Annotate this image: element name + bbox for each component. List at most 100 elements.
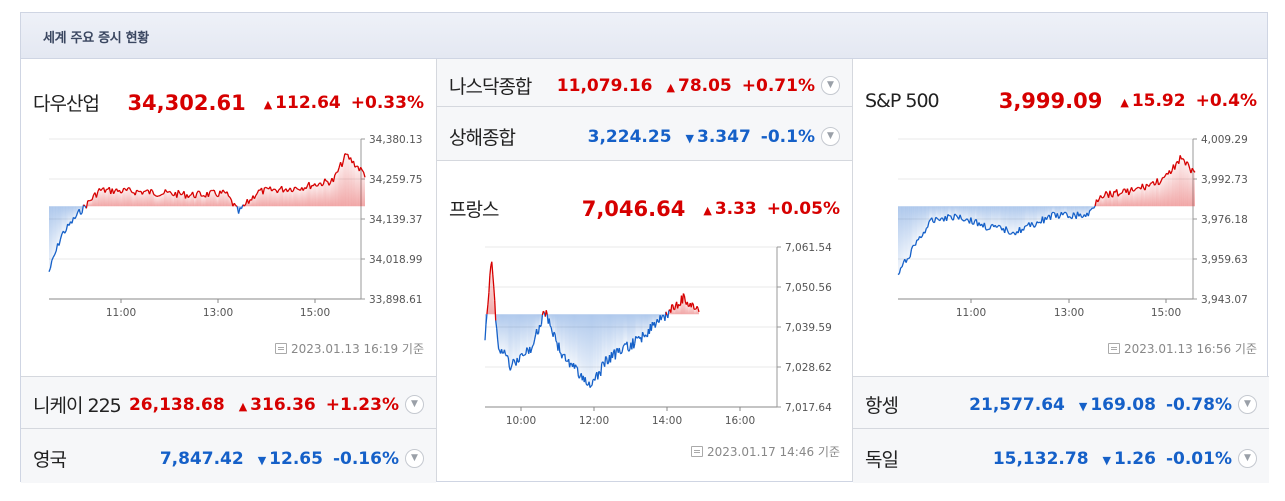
- chevron-down-icon[interactable]: ▼: [1238, 449, 1257, 468]
- index-value: 3,999.09: [998, 89, 1103, 113]
- y-tick-label: 7,061.54: [785, 242, 832, 254]
- y-tick-label: 7,028.62: [785, 362, 832, 374]
- index-change-pct: +0.05%: [766, 198, 840, 219]
- y-tick-label: 7,017.64: [785, 402, 832, 414]
- x-tick-label: 13:00: [1054, 307, 1084, 319]
- x-tick-label: 15:00: [1151, 307, 1181, 319]
- chevron-down-icon[interactable]: ▼: [821, 76, 840, 95]
- triangle-down-icon: ▼: [257, 453, 267, 467]
- x-tick-label: 16:00: [725, 415, 755, 427]
- triangle-down-icon: ▼: [1078, 399, 1088, 413]
- index-card-shanghai[interactable]: 상해종합 3,224.25 ▼ 3.347 -0.1% ▼: [437, 107, 852, 161]
- index-change: 112.64: [275, 92, 341, 113]
- y-tick-label: 3,976.18: [1201, 214, 1248, 226]
- y-tick-label: 34,018.99: [369, 254, 422, 266]
- panel-title: 세계 주요 증시 현황: [43, 31, 149, 46]
- index-card-france[interactable]: 프랑스 7,046.64 ▲ 3.33 +0.05% 7,061.54 7,050.…: [437, 161, 852, 483]
- index-name: 다우산업: [33, 93, 100, 115]
- index-change: 316.36: [250, 394, 316, 415]
- index-card-uk[interactable]: 영국 7,847.42 ▼ 12.65 -0.16% ▼: [21, 429, 436, 483]
- index-change-pct: -0.01%: [1165, 448, 1232, 469]
- index-change: 169.08: [1090, 394, 1156, 415]
- y-tick-label: 7,039.59: [785, 322, 832, 334]
- index-change: 15.92: [1131, 91, 1186, 111]
- column-left: 다우산업 34,302.61 ▲ 112.64 +0.33% 34,380.13 3…: [21, 59, 437, 483]
- column-middle: 나스닥종합 11,079.16 ▲ 78.05 +0.71% ▼ 상해종합 3,2…: [437, 59, 853, 481]
- y-tick-label: 7,050.56: [785, 282, 832, 294]
- index-card-nasdaq[interactable]: 나스닥종합 11,079.16 ▲ 78.05 +0.71% ▼: [437, 59, 852, 107]
- y-tick-label: 3,992.73: [1201, 174, 1248, 186]
- triangle-up-icon: ▲: [263, 97, 273, 111]
- column-right: S&P 500 3,999.09 ▲ 15.92 +0.4% 4,009.29 3,…: [853, 59, 1269, 483]
- index-change-pct: +0.4%: [1195, 91, 1257, 111]
- index-name: 나스닥종합: [449, 76, 532, 98]
- x-tick-label: 13:00: [203, 307, 233, 319]
- x-tick-label: 12:00: [579, 415, 609, 427]
- index-value: 3,224.25: [587, 126, 672, 147]
- index-change: 1.26: [1114, 448, 1156, 469]
- triangle-up-icon: ▲: [666, 80, 675, 94]
- chevron-down-icon[interactable]: ▼: [821, 127, 840, 146]
- x-tick-label: 11:00: [106, 307, 136, 319]
- triangle-down-icon: ▼: [1102, 453, 1111, 467]
- y-tick-label: 34,259.75: [369, 174, 422, 186]
- y-tick-label: 3,943.07: [1201, 294, 1248, 306]
- triangle-up-icon: ▲: [703, 203, 712, 217]
- y-tick-label: 3,959.63: [1201, 254, 1248, 266]
- index-change-pct: +0.33%: [350, 92, 424, 113]
- timestamp-basis: 2023.01.13 16:56 기준: [1108, 340, 1257, 357]
- dow-chart: 34,380.13 34,259.75 34,139.37 34,018.99 33,8…: [48, 134, 422, 319]
- x-tick-label: 14:00: [652, 415, 682, 427]
- triangle-up-icon: ▲: [1120, 96, 1129, 109]
- timestamp-basis: 2023.01.13 16:19 기준: [275, 340, 424, 357]
- index-change-pct: -0.16%: [332, 448, 399, 469]
- y-tick-label: 34,380.13: [369, 134, 422, 146]
- index-name: 항셍: [865, 395, 899, 417]
- index-card-nikkei[interactable]: 니케이 225 26,138.68 ▲ 316.36 +1.23% ▼: [21, 377, 436, 429]
- chevron-down-icon[interactable]: ▼: [405, 449, 424, 468]
- index-value: 34,302.61: [127, 90, 246, 115]
- index-card-hangseng[interactable]: 항셍 21,577.64 ▼ 169.08 -0.78% ▼: [853, 377, 1269, 429]
- index-card-dow[interactable]: 다우산업 34,302.61 ▲ 112.64 +0.33% 34,380.13 3…: [21, 59, 436, 377]
- index-change-pct: -0.78%: [1165, 394, 1232, 415]
- world-stock-panel: 세계 주요 증시 현황 다우산업 34,302.61 ▲ 112.64 +0.33…: [20, 12, 1269, 483]
- index-change-pct: +0.71%: [741, 75, 815, 96]
- index-change: 12.65: [269, 448, 323, 469]
- triangle-up-icon: ▲: [238, 399, 248, 413]
- index-name: 프랑스: [449, 199, 499, 221]
- index-card-germany[interactable]: 독일 15,132.78 ▼ 1.26 -0.01% ▼: [853, 429, 1269, 483]
- france-chart: 7,061.54 7,050.56 7,039.59 7,028.62 7,017.64…: [484, 242, 832, 427]
- y-tick-label: 4,009.29: [1201, 134, 1248, 146]
- triangle-down-icon: ▼: [685, 131, 694, 145]
- index-value: 7,046.64: [581, 196, 686, 221]
- panel-header: 세계 주요 증시 현황: [21, 13, 1267, 59]
- index-change: 3.33: [714, 198, 757, 219]
- calendar-icon: [1108, 343, 1120, 354]
- chevron-down-icon[interactable]: ▼: [1238, 395, 1257, 414]
- index-value: 7,847.42: [159, 448, 244, 469]
- timestamp-basis: 2023.01.17 14:46 기준: [691, 443, 840, 460]
- index-value: 11,079.16: [556, 75, 653, 96]
- index-change-pct: -0.1%: [760, 126, 815, 147]
- calendar-icon: [275, 343, 287, 354]
- index-name: 상해종합: [449, 127, 516, 149]
- calendar-icon: [691, 446, 703, 457]
- index-change-pct: +1.23%: [325, 394, 399, 415]
- x-tick-label: 11:00: [956, 307, 986, 319]
- x-tick-label: 10:00: [506, 415, 536, 427]
- sp500-chart: 4,009.29 3,992.73 3,976.18 3,959.63 3,943.07…: [897, 134, 1248, 319]
- index-card-sp500[interactable]: S&P 500 3,999.09 ▲ 15.92 +0.4% 4,009.29 3,…: [853, 59, 1269, 377]
- index-name: S&P 500: [865, 90, 940, 112]
- index-value: 26,138.68: [128, 394, 225, 415]
- index-value: 21,577.64: [969, 394, 1065, 415]
- chevron-down-icon[interactable]: ▼: [405, 395, 424, 414]
- y-tick-label: 33,898.61: [369, 294, 422, 306]
- index-change: 3.347: [697, 126, 751, 147]
- index-value: 15,132.78: [992, 448, 1089, 469]
- index-change: 78.05: [677, 75, 732, 96]
- index-name: 독일: [865, 449, 899, 471]
- y-tick-label: 34,139.37: [369, 214, 422, 226]
- index-name: 니케이 225: [33, 395, 122, 417]
- index-name: 영국: [33, 449, 67, 471]
- x-tick-label: 15:00: [300, 307, 330, 319]
